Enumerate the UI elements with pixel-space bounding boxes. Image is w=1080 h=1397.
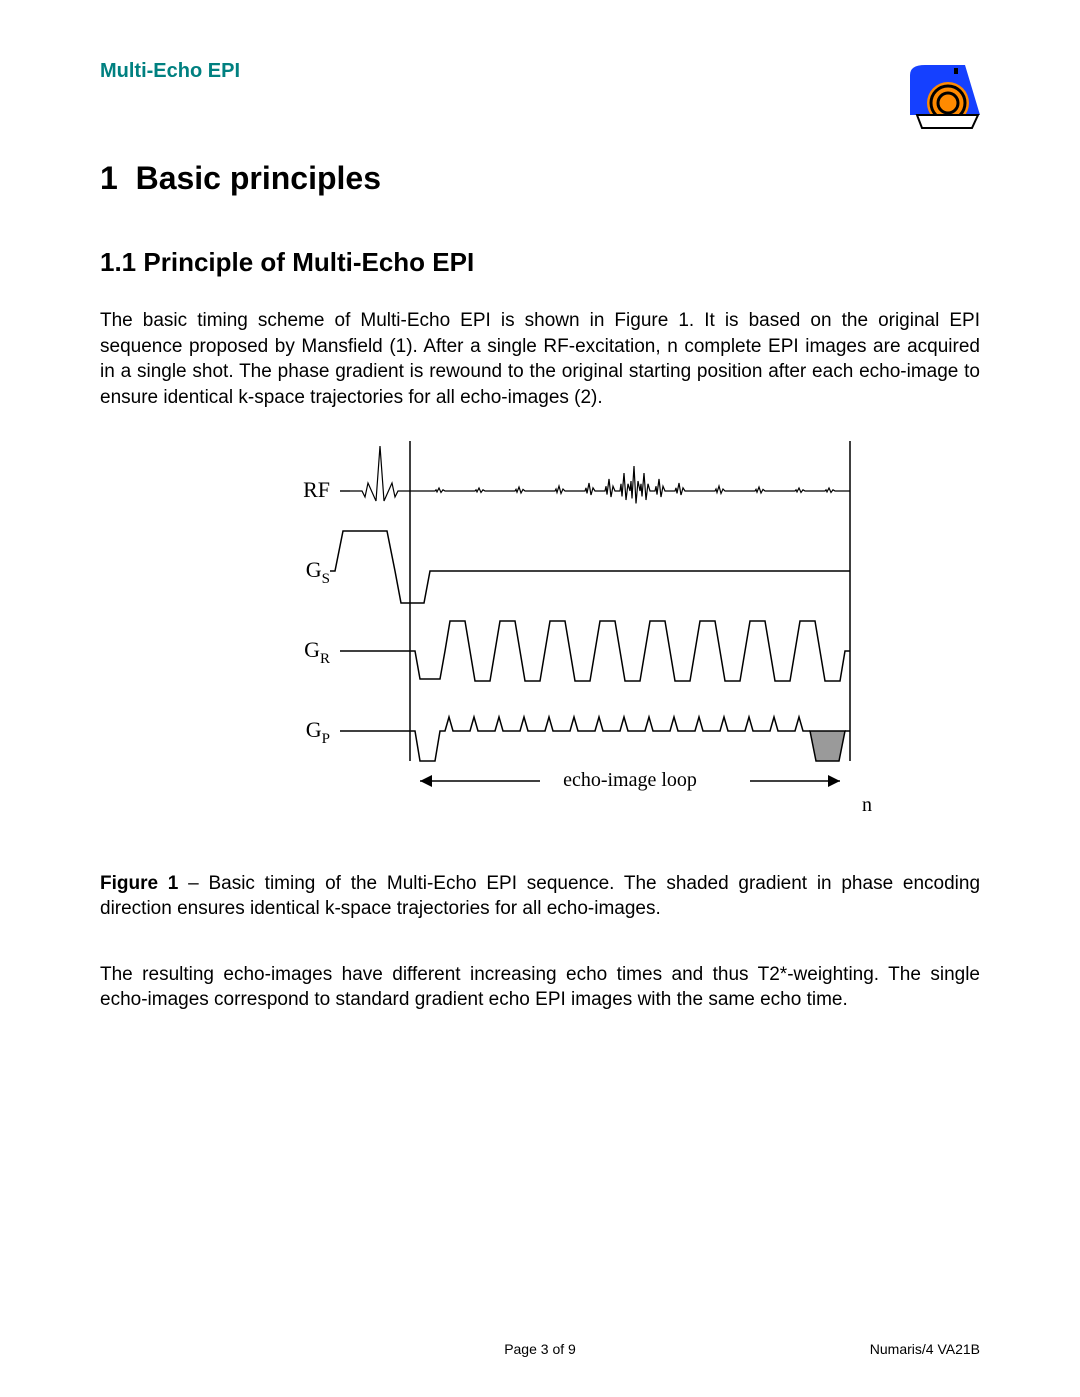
page-number: Page 3 of 9 (504, 1341, 576, 1357)
figure-caption: Figure 1 – Basic timing of the Multi-Ech… (100, 871, 980, 922)
paragraph-1: The basic timing scheme of Multi-Echo EP… (100, 308, 980, 411)
section-number: 1 (100, 160, 118, 196)
svg-text:GS: GS (306, 557, 330, 587)
caption-lead: Figure 1 (100, 873, 178, 894)
subsection-title: Principle of Multi-Echo EPI (143, 247, 474, 277)
subsection-number: 1.1 (100, 247, 136, 277)
section-title: Basic principles (136, 160, 381, 196)
document-title: Multi-Echo EPI (100, 60, 240, 83)
timing-diagram: RF GS GR GP echo-image loop n (180, 431, 900, 831)
svg-text:echo-image loop: echo-image loop (563, 769, 697, 791)
svg-text:RF: RF (303, 477, 330, 502)
caption-text: – Basic timing of the Multi-Echo EPI seq… (100, 873, 980, 920)
footer: Page 3 of 9 Numaris/4 VA21B (100, 1341, 980, 1357)
section-heading: 1 Basic principles (100, 160, 980, 197)
scanner-logo-icon (910, 60, 980, 130)
header: Multi-Echo EPI (100, 60, 980, 130)
subsection-heading: 1.1 Principle of Multi-Echo EPI (100, 247, 980, 278)
svg-text:n: n (862, 794, 872, 816)
figure-1: RF GS GR GP echo-image loop n (180, 431, 900, 831)
paragraph-2: The resulting echo-images have different… (100, 962, 980, 1013)
svg-text:GR: GR (304, 637, 330, 667)
svg-text:GP: GP (306, 717, 330, 747)
footer-right: Numaris/4 VA21B (870, 1341, 980, 1357)
